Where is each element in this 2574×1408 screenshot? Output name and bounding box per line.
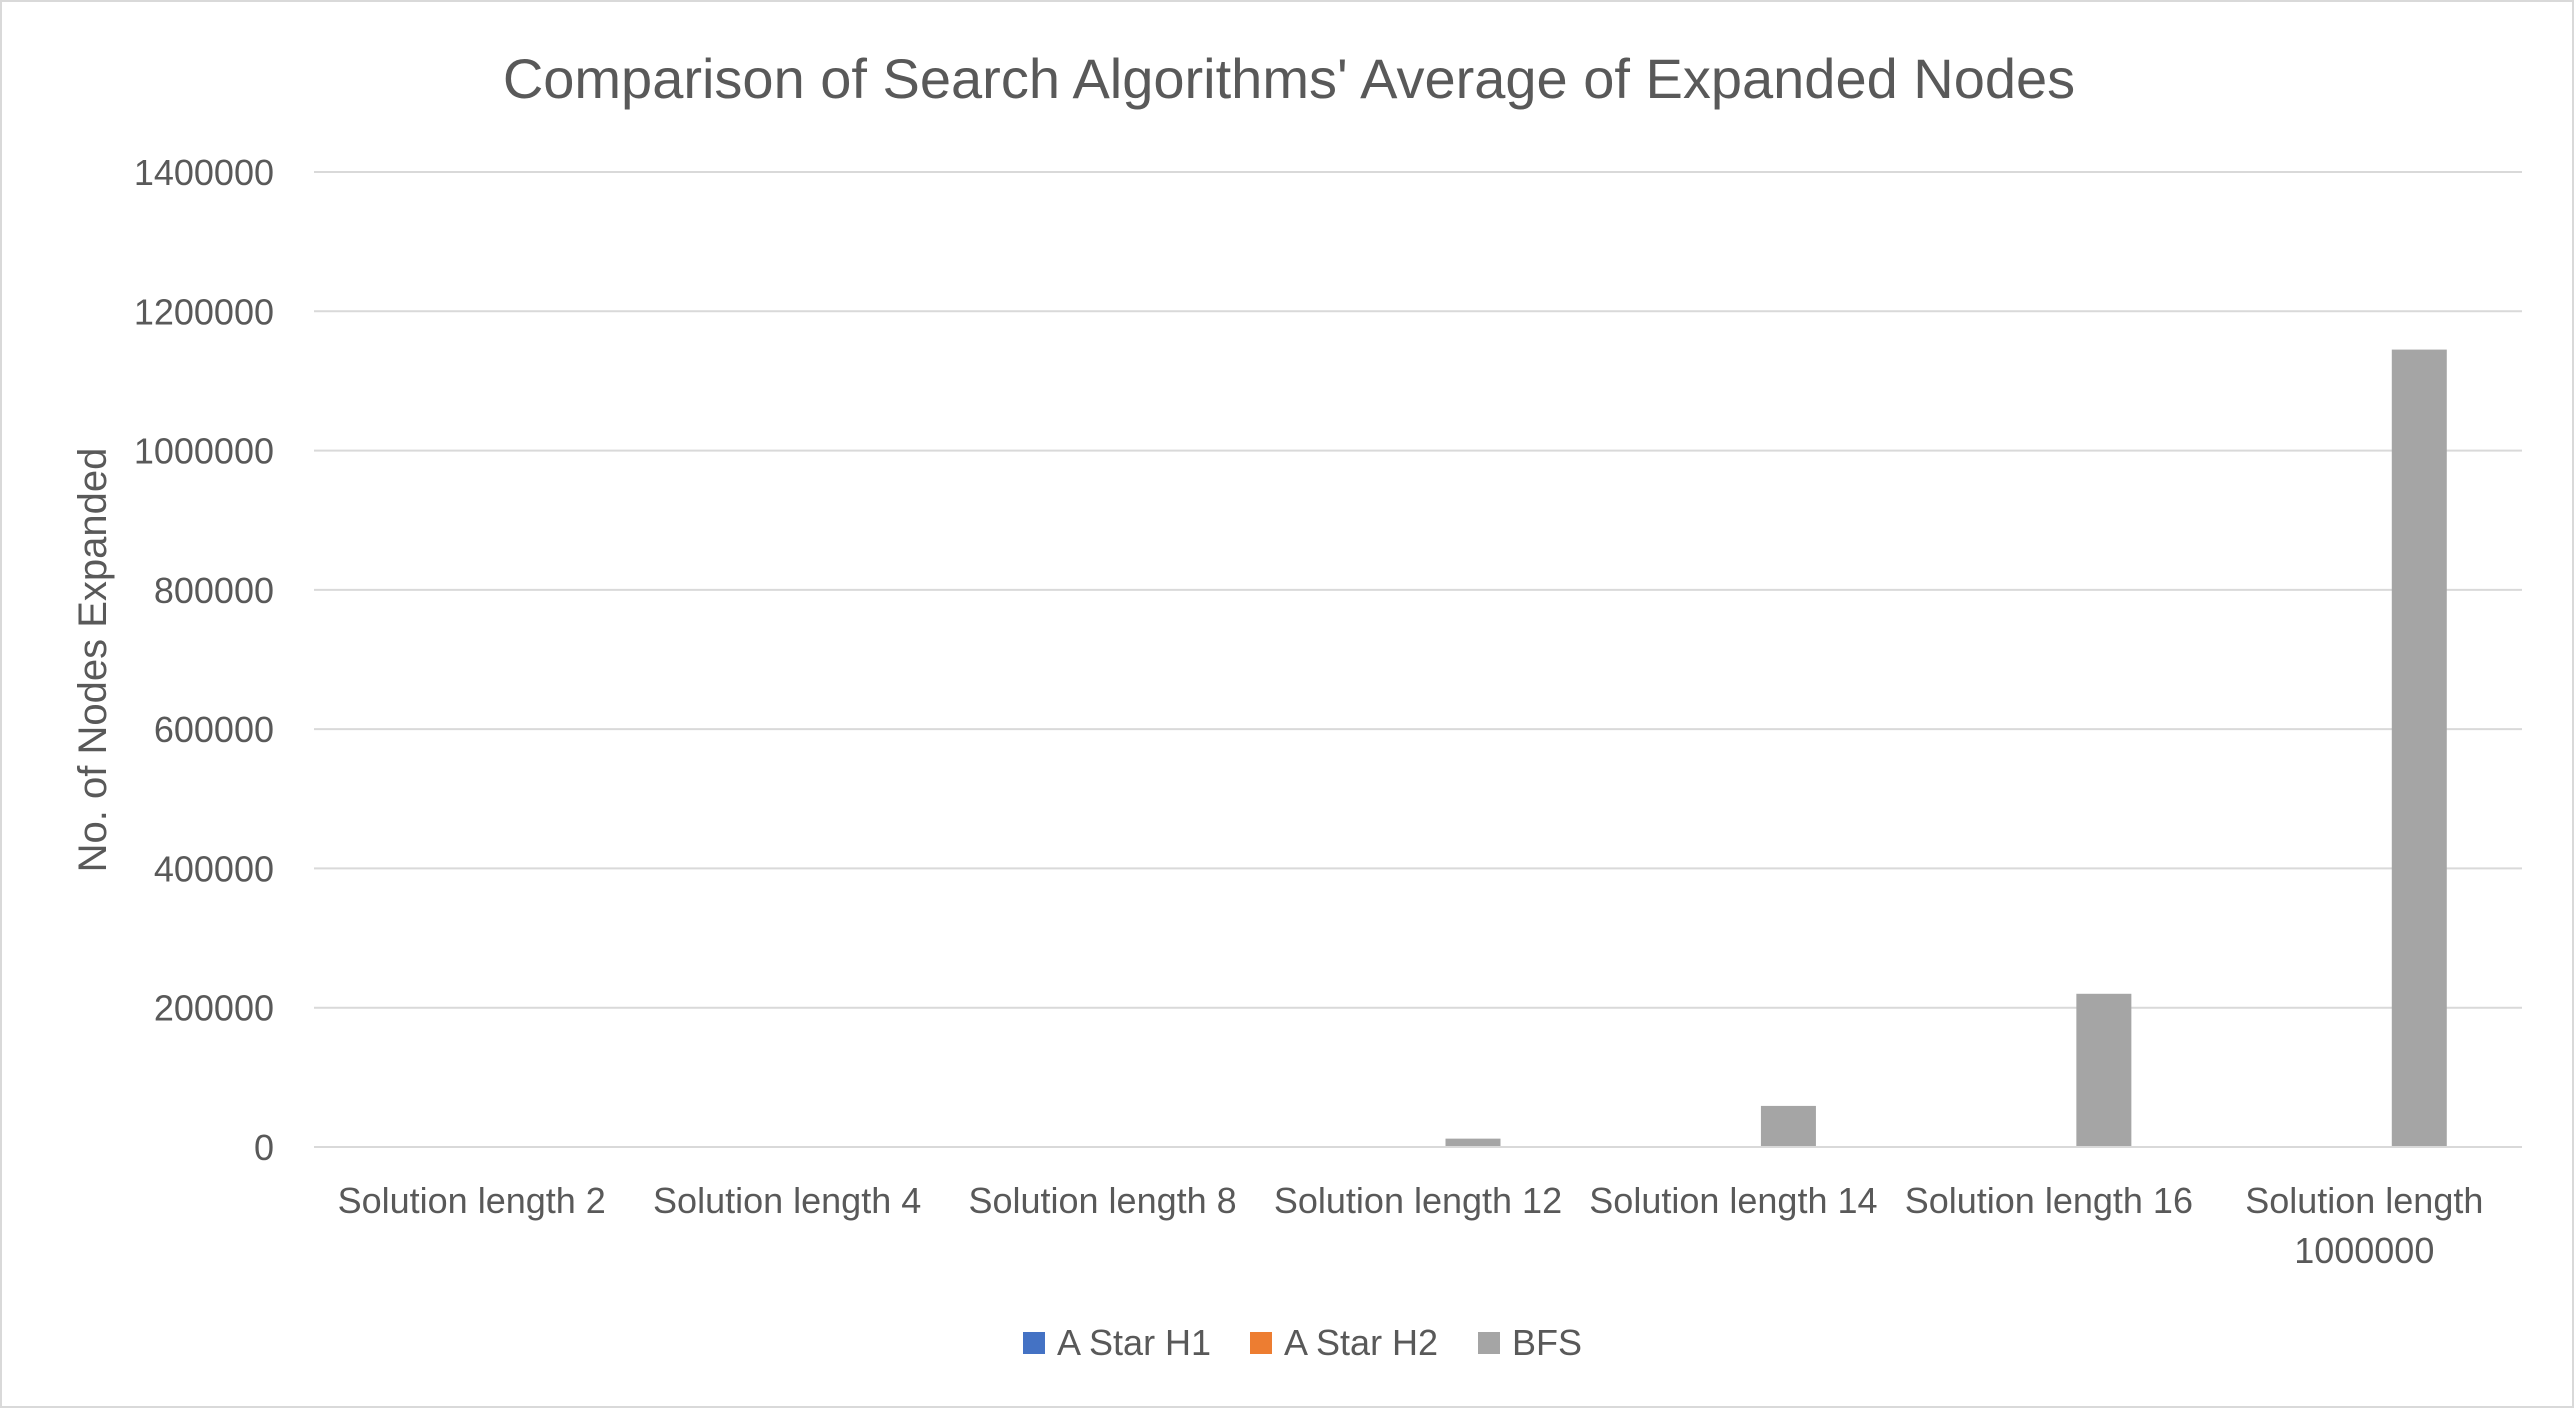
chart-title: Comparison of Search Algorithms' Average… [503, 47, 2075, 110]
x-tick-label-line: Solution length 2 [338, 1180, 606, 1221]
x-tick-label-line: 1000000 [2294, 1230, 2434, 1271]
bar-bfs [1445, 1138, 1501, 1147]
x-tick-label: Solution length 2 [338, 1180, 606, 1221]
x-tick-label-line: Solution length 14 [1589, 1180, 1877, 1221]
legend-swatch [1023, 1332, 1045, 1354]
legend-swatch [1250, 1332, 1272, 1354]
legend-label: A Star H1 [1057, 1322, 1211, 1363]
x-tick-label: Solution length 14 [1589, 1180, 1877, 1221]
y-tick-label: 1200000 [134, 291, 274, 332]
bar-bfs [2391, 349, 2447, 1147]
gridlines [314, 171, 2522, 1009]
x-tick-label: Solution length 16 [1905, 1180, 2193, 1221]
legend-label: BFS [1512, 1322, 1582, 1363]
x-tick-label: Solution length 1000000 [2245, 1180, 2483, 1271]
y-axis-label: No. of Nodes Expanded [71, 448, 115, 873]
legend-label: A Star H2 [1284, 1322, 1438, 1363]
x-tick-label-line: Solution length 8 [968, 1180, 1236, 1221]
x-tick-label-line: Solution length [2245, 1180, 2483, 1221]
y-axis-ticks: 0 200000 400000 600000 800000 1000000 1200000 1… [134, 152, 274, 1168]
y-tick-label: 0 [254, 1127, 274, 1168]
legend: A Star H1 A Star H2 BFS [1023, 1322, 1582, 1363]
x-tick-label-line: Solution length 16 [1905, 1180, 2193, 1221]
y-tick-label: 1400000 [134, 152, 274, 193]
x-tick-label-line: Solution length 4 [653, 1180, 921, 1221]
bar-bfs [2076, 993, 2132, 1147]
x-tick-label: Solution length 4 [653, 1180, 921, 1221]
bar-bfs [1760, 1105, 1816, 1147]
bars [1445, 349, 2447, 1147]
legend-swatch [1478, 1332, 1500, 1354]
y-tick-label: 800000 [154, 570, 274, 611]
y-tick-label: 600000 [154, 709, 274, 750]
x-tick-label: Solution length 8 [968, 1180, 1236, 1221]
y-tick-label: 400000 [154, 848, 274, 889]
x-axis-ticks: Solution length 2 Solution length 4 Soluti… [338, 1180, 2484, 1271]
y-tick-label: 1000000 [134, 431, 274, 472]
y-tick-label: 200000 [154, 988, 274, 1029]
x-tick-label-line: Solution length 12 [1274, 1180, 1562, 1221]
x-tick-label: Solution length 12 [1274, 1180, 1562, 1221]
